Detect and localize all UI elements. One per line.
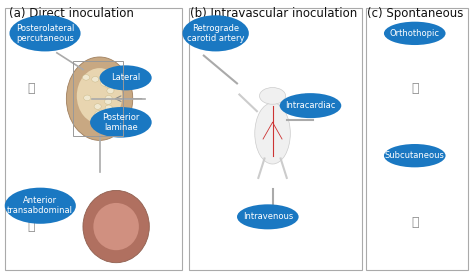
Ellipse shape [90, 107, 152, 138]
Ellipse shape [9, 15, 81, 51]
Ellipse shape [91, 76, 99, 82]
Ellipse shape [255, 103, 290, 164]
Ellipse shape [83, 95, 91, 101]
Text: Posterior
laminae: Posterior laminae [102, 113, 139, 132]
Text: Retrograde
carotid artery: Retrograde carotid artery [187, 24, 245, 43]
Ellipse shape [105, 82, 112, 88]
Ellipse shape [101, 81, 108, 86]
Ellipse shape [182, 15, 249, 51]
Bar [189, 8, 362, 270]
Ellipse shape [111, 78, 118, 83]
Text: Subcutaneous: Subcutaneous [385, 151, 445, 160]
Ellipse shape [77, 68, 122, 124]
Ellipse shape [66, 57, 133, 140]
Ellipse shape [384, 144, 446, 167]
Ellipse shape [100, 65, 152, 90]
Ellipse shape [93, 203, 139, 250]
Ellipse shape [82, 75, 90, 80]
Text: 🐀: 🐀 [27, 220, 35, 233]
Text: (b) Intravascular inoculation: (b) Intravascular inoculation [190, 7, 357, 20]
Text: Orthothopic: Orthothopic [390, 29, 440, 38]
Ellipse shape [94, 104, 101, 109]
Text: Intracardiac: Intracardiac [285, 101, 336, 110]
Text: 🐀: 🐀 [411, 83, 419, 95]
Text: Lateral: Lateral [111, 73, 140, 82]
Ellipse shape [105, 96, 112, 101]
Text: (c) Spontaneous: (c) Spontaneous [367, 7, 464, 20]
Ellipse shape [237, 204, 299, 229]
Ellipse shape [107, 88, 114, 94]
Ellipse shape [105, 99, 112, 104]
Bar [73, 61, 123, 136]
Text: Intravenous: Intravenous [243, 212, 293, 221]
Text: Posterolateral
percutaneous: Posterolateral percutaneous [16, 24, 74, 43]
Text: (a) Direct inoculation: (a) Direct inoculation [9, 7, 134, 20]
Ellipse shape [105, 105, 112, 111]
Ellipse shape [98, 110, 105, 116]
Ellipse shape [384, 22, 446, 45]
Text: 🐀: 🐀 [27, 83, 35, 95]
Ellipse shape [280, 93, 341, 118]
Ellipse shape [5, 188, 76, 224]
Ellipse shape [83, 190, 149, 263]
Text: Anterior
transabdominal: Anterior transabdominal [7, 196, 73, 215]
Ellipse shape [259, 88, 285, 104]
Ellipse shape [108, 85, 115, 91]
Ellipse shape [95, 111, 102, 116]
Text: 🐀: 🐀 [411, 216, 419, 229]
Bar [5, 8, 182, 270]
Bar [366, 8, 468, 270]
